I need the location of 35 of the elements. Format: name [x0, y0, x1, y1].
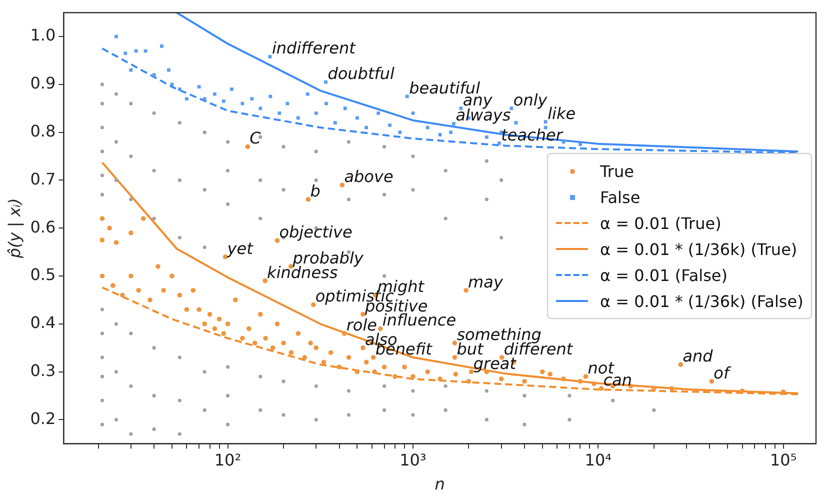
y-tick-label: 1.0: [30, 26, 56, 45]
y-tick-label: 0.8: [30, 121, 56, 140]
annotation: like: [548, 104, 576, 123]
legend-label: False: [600, 188, 640, 207]
annotation: doubtful: [328, 64, 396, 84]
y-tick-label: 0.4: [30, 313, 56, 332]
annotation: C: [250, 128, 262, 148]
y-tick-label: 0.5: [30, 265, 56, 284]
x-axis-title: n: [434, 474, 445, 494]
annotation: indifferent: [272, 38, 356, 58]
x-tick-label: 10²: [214, 450, 242, 470]
x-tick-label: 10³: [400, 450, 426, 470]
legend-label: α = 0.01 (True): [600, 214, 722, 233]
legend-label: α = 0.01 * (1/36k) (True): [600, 240, 798, 259]
y-tick-label: 0.6: [30, 217, 56, 236]
y-axis-title: p̂(y | xᵢ): [4, 198, 24, 260]
annotation: above: [344, 167, 394, 186]
annotation: influence: [382, 310, 456, 330]
y-tick-label: 0.9: [30, 74, 56, 93]
legend-label: α = 0.01 (False): [600, 266, 728, 285]
annotation: and: [682, 346, 714, 366]
annotation: may: [468, 272, 504, 292]
y-tick-label: 0.3: [30, 360, 56, 380]
annotation: objective: [279, 222, 352, 242]
y-tick-label: 0.7: [30, 169, 56, 188]
y-tick-label: 0.2: [30, 408, 56, 428]
annotation: only: [513, 90, 548, 110]
legend-label: α = 0.01 * (1/36k) (False): [600, 292, 804, 311]
annotation: role: [346, 315, 378, 334]
annotation: b: [310, 181, 320, 200]
legend-label: True: [600, 162, 634, 181]
annotation: of: [714, 363, 732, 382]
annotation: yet: [226, 238, 254, 258]
x-tick-label: 10⁵: [770, 450, 797, 470]
x-tick-label: 10⁴: [584, 450, 612, 470]
